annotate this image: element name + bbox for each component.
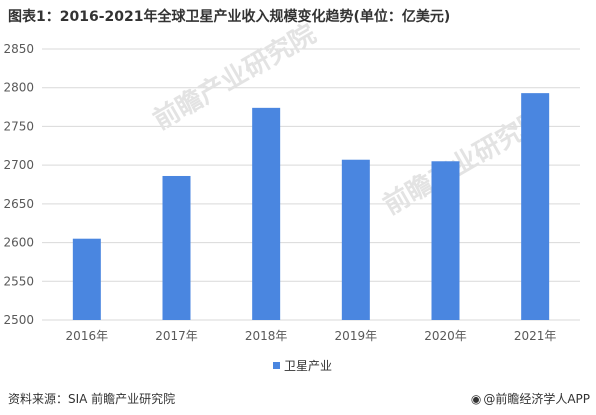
bar — [431, 161, 460, 320]
bar — [252, 107, 281, 321]
credit-text: @前瞻经济学人APP — [483, 392, 590, 406]
qianzhan-logo-icon: ◉ — [470, 392, 482, 406]
y-tick-label: 2800 — [3, 81, 34, 95]
x-tick-label: 2017年 — [155, 329, 198, 343]
legend-label: 卫星产业 — [284, 359, 332, 373]
bar — [341, 159, 370, 320]
y-tick-label: 2650 — [3, 197, 34, 211]
credit-note: ◉ @前瞻经济学人APP — [471, 390, 590, 407]
x-tick-label: 2020年 — [424, 329, 467, 343]
y-tick-label: 2750 — [3, 119, 34, 133]
bar — [521, 93, 550, 321]
y-tick-label: 2700 — [3, 158, 34, 172]
y-axis-ticks: 2500 2550 2600 2650 2700 2750 2800 2850 — [3, 42, 34, 327]
watermark-text: 前瞻产业研究院 — [148, 18, 321, 136]
source-note: 资料来源：SIA 前瞻产业研究院 — [8, 392, 176, 406]
y-tick-label: 2550 — [3, 274, 34, 288]
legend: 卫星产业 — [273, 359, 332, 373]
y-tick-label: 2850 — [3, 42, 34, 56]
x-tick-label: 2021年 — [514, 329, 557, 343]
x-tick-label: 2018年 — [245, 329, 288, 343]
y-tick-label: 2500 — [3, 313, 34, 327]
bar — [162, 175, 191, 320]
bars — [72, 93, 550, 321]
x-axis-ticks: 2016年 2017年 2018年 2019年 2020年 2021年 — [66, 329, 557, 343]
legend-swatch — [273, 362, 280, 369]
chart-title: 图表1：2016-2021年全球卫星产业收入规模变化趋势(单位：亿美元) — [8, 9, 451, 25]
x-tick-label: 2019年 — [335, 329, 378, 343]
bar — [72, 238, 101, 320]
gridlines — [42, 48, 580, 321]
x-tick-label: 2016年 — [66, 329, 109, 343]
y-tick-label: 2600 — [3, 236, 34, 250]
